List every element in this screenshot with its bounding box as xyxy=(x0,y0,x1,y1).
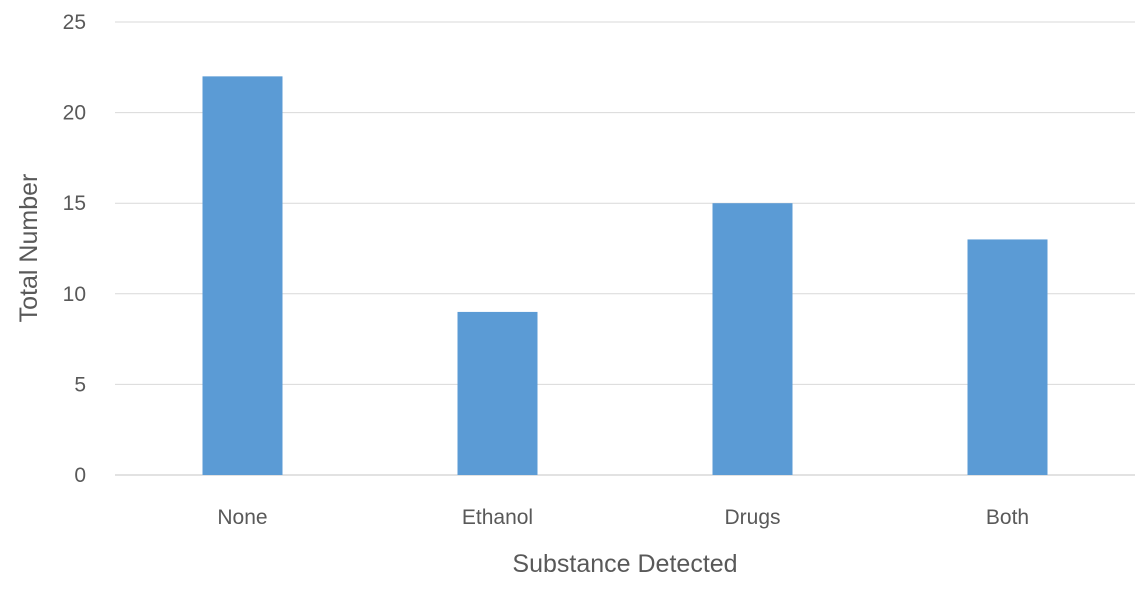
x-tick-label: Both xyxy=(986,506,1029,529)
y-tick-label: 0 xyxy=(74,464,86,487)
x-axis-title: Substance Detected xyxy=(512,550,737,578)
y-tick-label: 25 xyxy=(63,11,86,34)
gridlines xyxy=(115,21,1135,476)
y-axis-title: Total Number xyxy=(15,174,43,323)
bar-ethanol xyxy=(457,311,538,475)
y-axis-ticks: 0 5 10 15 20 25 xyxy=(63,11,86,487)
y-tick-label: 15 xyxy=(63,192,86,215)
y-tick-label: 10 xyxy=(63,283,86,306)
x-tick-label: None xyxy=(217,506,267,529)
bar-none xyxy=(202,76,283,476)
y-tick-label: 5 xyxy=(74,373,86,396)
x-axis-ticks: None Ethanol Drugs Both xyxy=(217,506,1029,529)
bar-both xyxy=(967,239,1048,475)
bars xyxy=(202,76,1048,476)
x-tick-label: Ethanol xyxy=(462,506,533,529)
bar-drugs xyxy=(712,203,793,475)
y-tick-label: 20 xyxy=(63,102,86,125)
x-tick-label: Drugs xyxy=(724,506,780,529)
